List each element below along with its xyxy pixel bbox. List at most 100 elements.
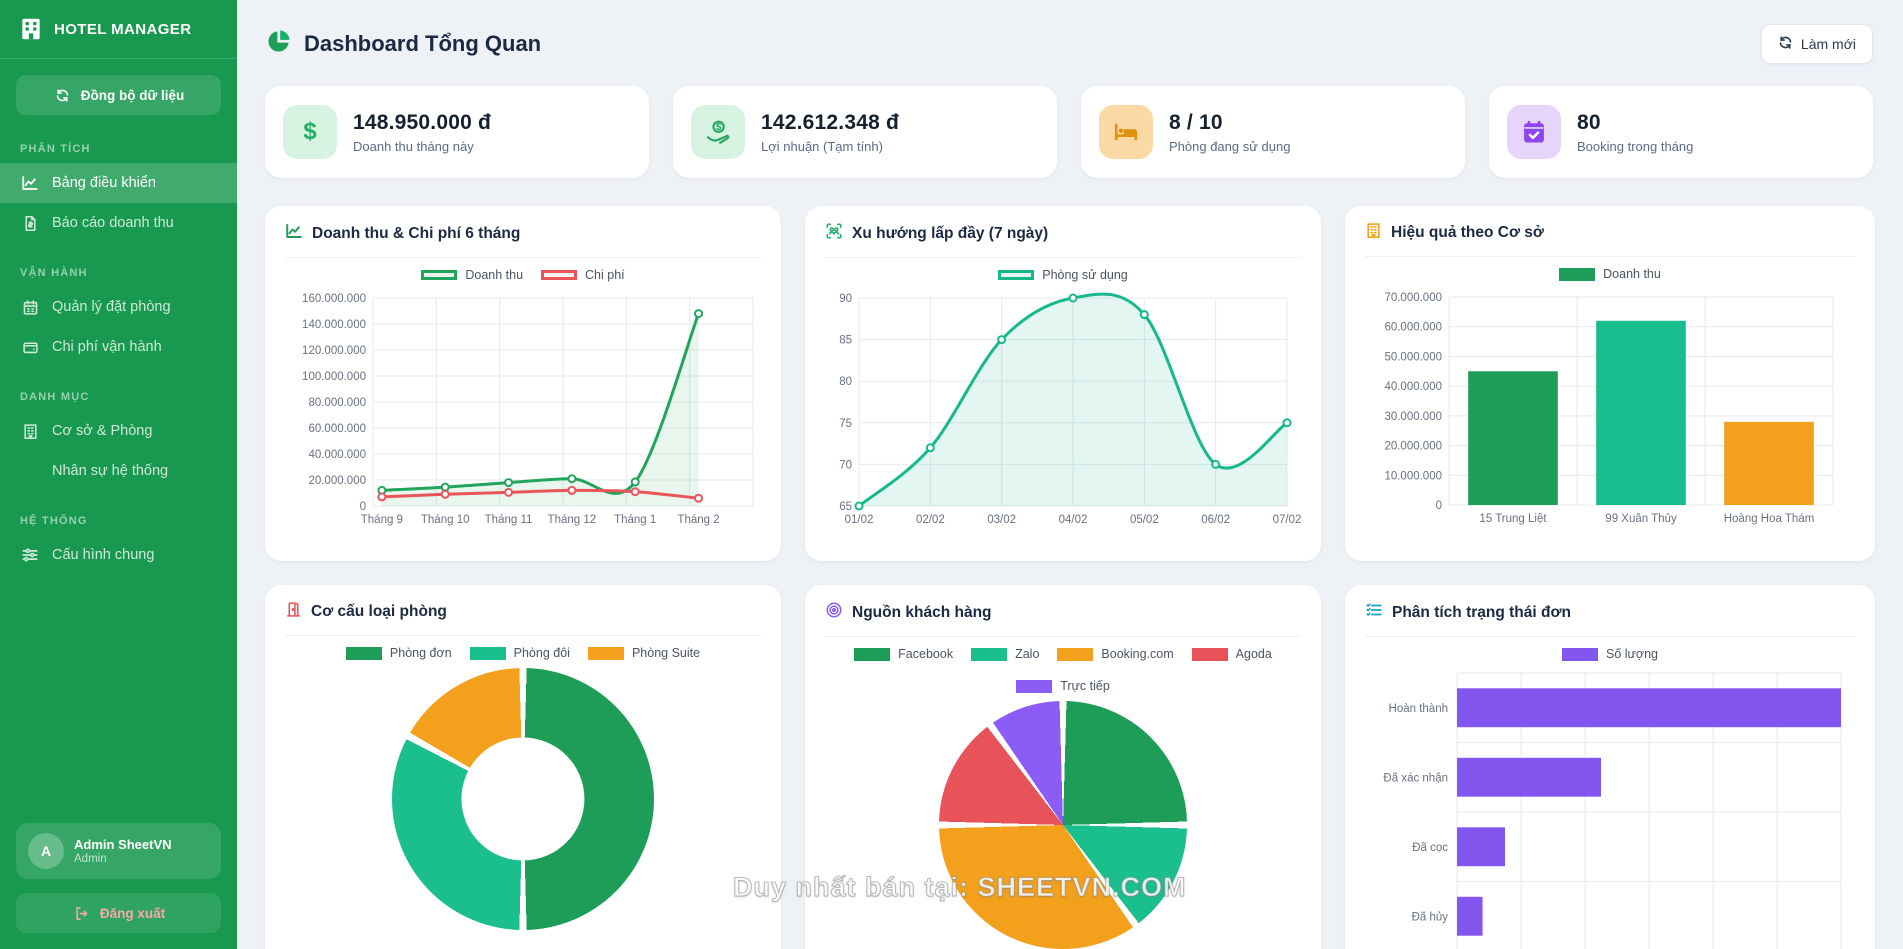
dollar-icon: $ <box>283 105 337 159</box>
calendar-icon <box>20 297 40 317</box>
svg-text:80.000.000: 80.000.000 <box>308 397 366 409</box>
chart-line-icon <box>20 173 40 193</box>
legend-label: Phòng đôi <box>513 646 570 660</box>
legend-item[interactable]: Trực tiếp <box>1016 679 1110 693</box>
legend-item[interactable]: Số lượng <box>1561 647 1658 661</box>
sidebar-item-dashboard[interactable]: Bảng điều khiển <box>0 163 237 203</box>
blank-icon <box>20 461 40 481</box>
stat-value: 8 / 10 <box>1169 110 1223 134</box>
legend-label: Doanh thu <box>1603 267 1661 281</box>
stat-label: Doanh thu tháng này <box>353 138 474 154</box>
legend-item[interactable]: Phòng sử dụng <box>998 268 1128 282</box>
svg-text:06/02: 06/02 <box>1201 514 1230 526</box>
legend-item[interactable]: Phòng đơn <box>345 646 452 660</box>
legend-swatch <box>998 270 1035 280</box>
legend-item[interactable]: Doanh thu <box>1559 267 1661 281</box>
sidebar: HOTEL MANAGER Đồng bộ dữ liệu PHÂN TÍCH … <box>0 0 237 949</box>
stat-value: 148.950.000 đ <box>353 110 492 134</box>
svg-text:99 Xuân Thủy: 99 Xuân Thủy <box>1605 513 1677 525</box>
legend-item[interactable]: Phòng đôi <box>469 646 570 660</box>
svg-text:$: $ <box>716 122 722 133</box>
stat-card-revenue: $ 148.950.000 đ Doanh thu tháng này <box>265 86 649 178</box>
svg-text:Tháng 1: Tháng 1 <box>614 514 656 526</box>
svg-text:60.000.000: 60.000.000 <box>308 423 366 435</box>
app-logo: HOTEL MANAGER <box>0 0 237 59</box>
customer-sources-pie <box>939 701 1187 949</box>
legend-item[interactable]: Doanh thu <box>421 268 523 282</box>
svg-text:Đã cọc: Đã cọc <box>1412 842 1448 854</box>
sidebar-footer: A Admin SheetVN Admin Đăng xuất <box>0 823 237 949</box>
legend-swatch <box>1016 679 1053 693</box>
legend-item[interactable]: Agoda <box>1191 647 1272 661</box>
legend-swatch <box>1561 647 1598 661</box>
chart-title: Xu hướng lấp đầy (7 ngày) <box>852 224 1049 242</box>
sidebar-item-revenue-report[interactable]: Báo cáo doanh thu <box>0 203 237 243</box>
chart-title: Phân tích trạng thái đơn <box>1392 603 1571 621</box>
svg-text:65: 65 <box>839 501 852 513</box>
sync-data-button[interactable]: Đồng bộ dữ liệu <box>16 75 221 115</box>
stat-card-rooms-in-use: 8 / 10 Phòng đang sử dụng <box>1081 86 1465 178</box>
svg-text:100.000.000: 100.000.000 <box>302 371 366 383</box>
nav-section-operations: VẬN HÀNH <box>20 267 88 279</box>
logout-button[interactable]: Đăng xuất <box>16 893 221 933</box>
legend-item[interactable]: Zalo <box>971 647 1039 661</box>
nav-section-analytics: PHÂN TÍCH <box>20 143 91 155</box>
svg-text:Đã hủy: Đã hủy <box>1412 911 1449 923</box>
legend-item[interactable]: Facebook <box>854 647 953 661</box>
svg-text:0: 0 <box>360 501 366 513</box>
facility-chart: 70.000.000 60.000.000 50.000.000 40.000.000… <box>1384 292 1834 525</box>
nav-section-system: HỆ THỐNG <box>20 515 88 527</box>
report-file-icon <box>20 213 40 233</box>
sidebar-item-facilities-rooms[interactable]: Cơ sở & Phòng <box>0 411 237 451</box>
hand-dollar-icon: $ <box>691 105 745 159</box>
legend-label: Số lượng <box>1605 647 1658 661</box>
legend-label: Phòng sử dụng <box>1042 268 1128 282</box>
refresh-button[interactable]: Làm mới <box>1760 24 1873 64</box>
chart-card-facility: Hiệu quả theo Cơ sở Doanh thu 70.000.000… <box>1345 206 1875 561</box>
svg-text:05/02: 05/02 <box>1130 514 1159 526</box>
svg-text:40.000.000: 40.000.000 <box>1384 381 1442 393</box>
legend-label: Doanh thu <box>465 268 524 282</box>
legend-label: Facebook <box>898 647 954 661</box>
legend-swatch <box>345 646 382 660</box>
sidebar-item-operating-costs[interactable]: Chi phí vận hành <box>0 327 237 367</box>
legend-item[interactable]: Chi phí <box>541 268 625 282</box>
legend-revenue-expense: Doanh thu Chi phí <box>285 268 761 282</box>
nav-section-catalog: DANH MỤC <box>20 391 90 403</box>
svg-text:Hoàn thành: Hoàn thành <box>1389 703 1448 715</box>
charts-grid: Doanh thu & Chi phí 6 tháng Doanh thu Chi… <box>265 206 1875 949</box>
legend-label: Booking.com <box>1101 647 1174 661</box>
stat-label: Phòng đang sử dụng <box>1169 138 1291 154</box>
legend-swatch <box>1559 267 1596 281</box>
svg-text:15 Trung Liệt: 15 Trung Liệt <box>1479 513 1547 525</box>
legend-swatch <box>1191 647 1228 661</box>
svg-text:60.000.000: 60.000.000 <box>1384 322 1442 334</box>
svg-text:0: 0 <box>1436 500 1442 512</box>
stat-label: Lợi nhuận (Tạm tính) <box>761 138 883 154</box>
bed-icon <box>1099 105 1153 159</box>
legend-swatch <box>469 646 506 660</box>
svg-text:50.000.000: 50.000.000 <box>1384 351 1442 363</box>
legend-swatch <box>1057 647 1094 661</box>
calendar-check-icon <box>1507 105 1561 159</box>
legend-swatch <box>421 270 458 280</box>
legend-facility: Doanh thu <box>1365 267 1855 281</box>
logout-icon <box>72 903 92 923</box>
chart-title: Doanh thu & Chi phí 6 tháng <box>312 224 521 242</box>
main-content: Dashboard Tổng Quan Làm mới $ 148.950.00… <box>237 0 1903 949</box>
legend-item[interactable]: Phòng Suite <box>587 646 700 660</box>
sidebar-item-hr-system[interactable]: Nhân sự hệ thống <box>0 451 237 491</box>
legend-swatch <box>587 646 624 660</box>
legend-item[interactable]: Booking.com <box>1057 647 1174 661</box>
donut-hole <box>461 737 585 861</box>
legend-room-types: Phòng đơn Phòng đôi Phòng Suite <box>285 646 761 660</box>
user-card[interactable]: A Admin SheetVN Admin <box>16 823 221 879</box>
revenue-expense-chart: 160.000.000 140.000.000 120.000.000 100.000… <box>302 293 754 526</box>
sidebar-item-general-config[interactable]: Cấu hình chung <box>0 535 237 575</box>
sidebar-item-booking-management[interactable]: Quản lý đặt phòng <box>0 287 237 327</box>
svg-text:Tháng 2: Tháng 2 <box>677 514 719 526</box>
svg-text:75: 75 <box>839 418 852 430</box>
building-icon <box>1365 222 1382 244</box>
